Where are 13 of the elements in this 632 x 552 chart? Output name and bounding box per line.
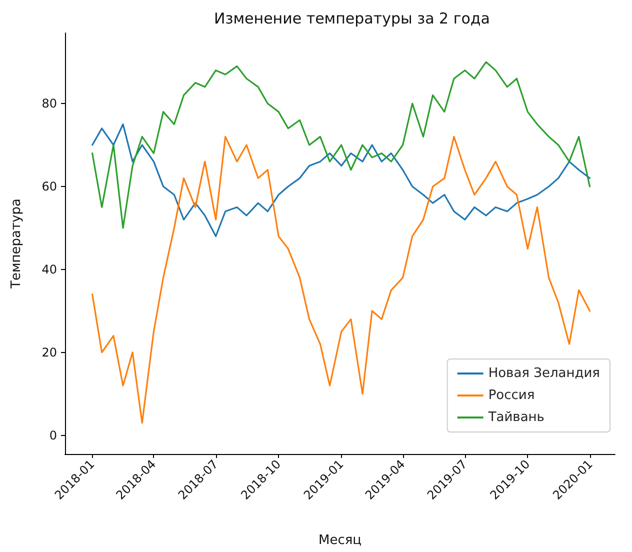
line-series <box>91 61 591 229</box>
chart-title: Изменение температуры за 2 года <box>214 10 490 28</box>
y-tick-label: 80 <box>42 96 57 111</box>
line-series <box>91 123 591 238</box>
y-tick-label: 0 <box>49 428 57 442</box>
x-axis-title: Месяц <box>318 533 362 548</box>
legend-label: Тайвань <box>487 410 544 425</box>
y-tick-label: 40 <box>42 262 57 276</box>
y-tick-label: 20 <box>42 345 57 360</box>
legend-label: Новая Зеландия <box>488 366 600 381</box>
legend-label: Россия <box>488 388 535 403</box>
y-tick-label: 60 <box>42 179 57 194</box>
y-axis-title: Температура <box>9 198 24 290</box>
